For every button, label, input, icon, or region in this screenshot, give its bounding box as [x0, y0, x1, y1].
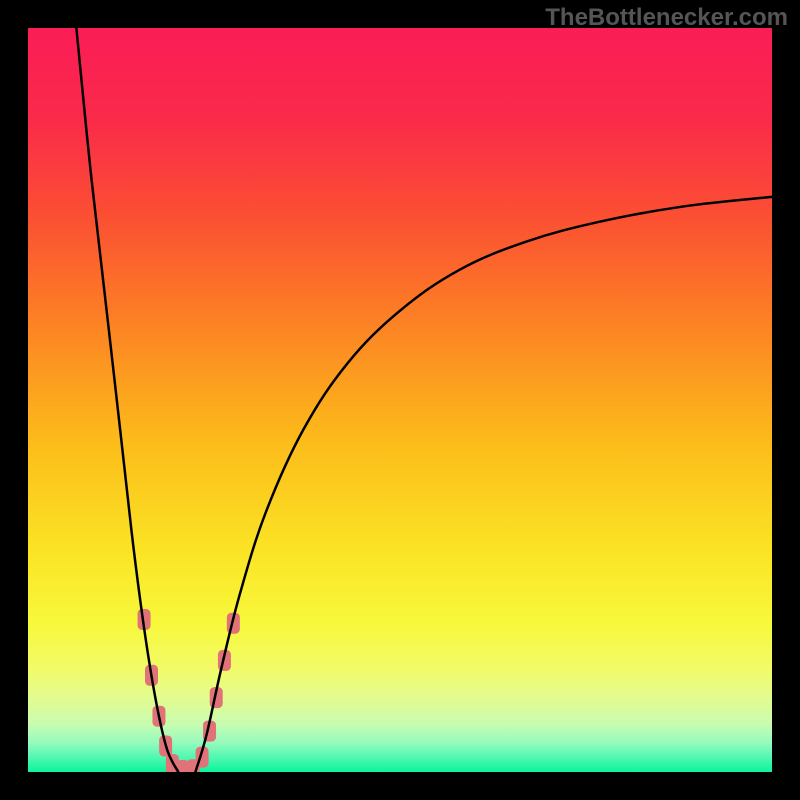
chart-container: TheBottlenecker.com [0, 0, 800, 800]
plot-area [28, 28, 772, 772]
watermark-text: TheBottlenecker.com [545, 4, 788, 32]
curve-overlay [28, 28, 772, 772]
curve-path [195, 197, 772, 772]
curve-path [76, 28, 178, 772]
